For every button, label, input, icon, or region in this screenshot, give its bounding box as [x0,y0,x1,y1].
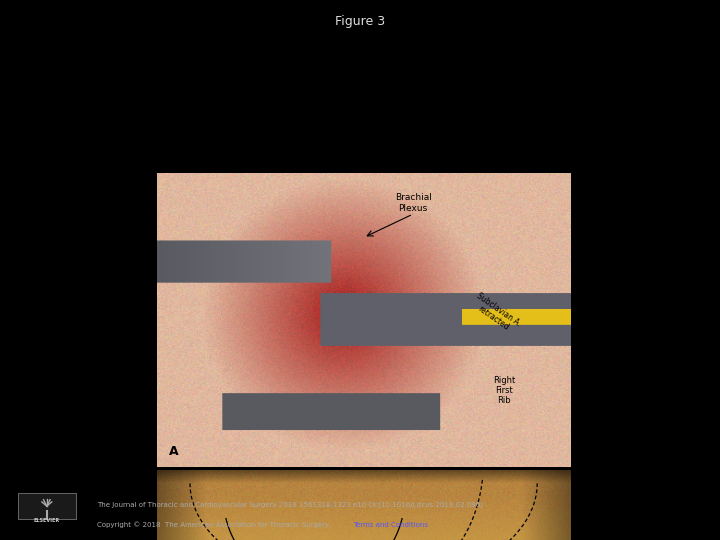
Text: Subclavian A.
retracted: Subclavian A. retracted [469,291,523,337]
Text: Figure 3: Figure 3 [335,15,385,28]
Text: Right
First
Rib: Right First Rib [493,376,516,406]
Text: Brachial
Plexus: Brachial Plexus [395,193,431,213]
Text: Copyright © 2018  The American Association for Thoracic Surgery: Copyright © 2018 The American Associatio… [97,522,334,528]
Text: Terms and Conditions: Terms and Conditions [353,522,428,528]
Text: ELSEVIER: ELSEVIER [34,518,60,523]
Text: The Journal of Thoracic and Cardiovascular Surgery 2018 1561318-1323.e10 OI:(10.: The Journal of Thoracic and Cardiovascul… [97,501,483,508]
Bar [17,494,76,518]
Text: A: A [169,446,179,458]
